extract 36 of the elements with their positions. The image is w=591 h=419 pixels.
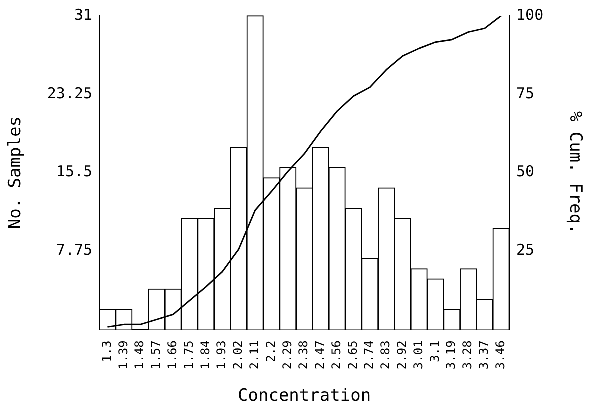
x-tick-label: 2.11 <box>247 340 262 370</box>
x-tick-label: 1.39 <box>116 340 130 370</box>
y2-tick-label: 75 <box>516 84 535 102</box>
x-tick-label: 3.19 <box>444 340 458 370</box>
x-tick-label: 2.83 <box>378 340 393 370</box>
x-tick-label: 3.28 <box>460 340 475 370</box>
y2-tick-label: 50 <box>516 162 535 181</box>
y-tick-label: 23.25 <box>47 84 93 102</box>
y2-tick-label: 100 <box>516 6 544 24</box>
x-tick-label: 1.48 <box>132 340 147 370</box>
x-tick-label: 2.56 <box>329 340 344 370</box>
y-tick-label: 15.5 <box>56 162 93 181</box>
x-tick-label: 1.66 <box>165 340 180 370</box>
x-tick-label: 2.29 <box>280 340 294 370</box>
x-tick-label: 2.92 <box>395 340 410 370</box>
x-tick-label: 1.57 <box>149 340 164 370</box>
x-tick-label: 1.75 <box>182 340 196 370</box>
x-tick-label: 2.2 <box>264 340 278 362</box>
y-tick-label: 31 <box>74 6 93 24</box>
x-tick-label: 1.3 <box>100 340 114 362</box>
x-tick-label: 1.84 <box>198 340 212 370</box>
x-tick-label: 3.1 <box>428 340 442 362</box>
x-tick-label: 2.38 <box>296 340 311 370</box>
x-tick-label: 3.37 <box>477 340 492 370</box>
x-tick-label: 1.93 <box>214 340 229 370</box>
x-tick-label: 2.65 <box>346 340 360 370</box>
x-tick-label: 2.74 <box>362 340 376 370</box>
y2-tick-label: 25 <box>516 241 535 260</box>
x-tick-label: 2.47 <box>313 340 328 370</box>
y-tick-label: 7.75 <box>56 241 93 260</box>
y-axis-title: No. Samples <box>6 116 26 230</box>
x-tick-label: 3.01 <box>411 340 426 370</box>
x-tick-label: 2.02 <box>231 340 246 370</box>
x-axis-title: Concentration <box>238 386 372 406</box>
x-tick-label: 3.46 <box>493 340 508 370</box>
y2-axis-title: % Cum. Freq. <box>565 111 586 234</box>
